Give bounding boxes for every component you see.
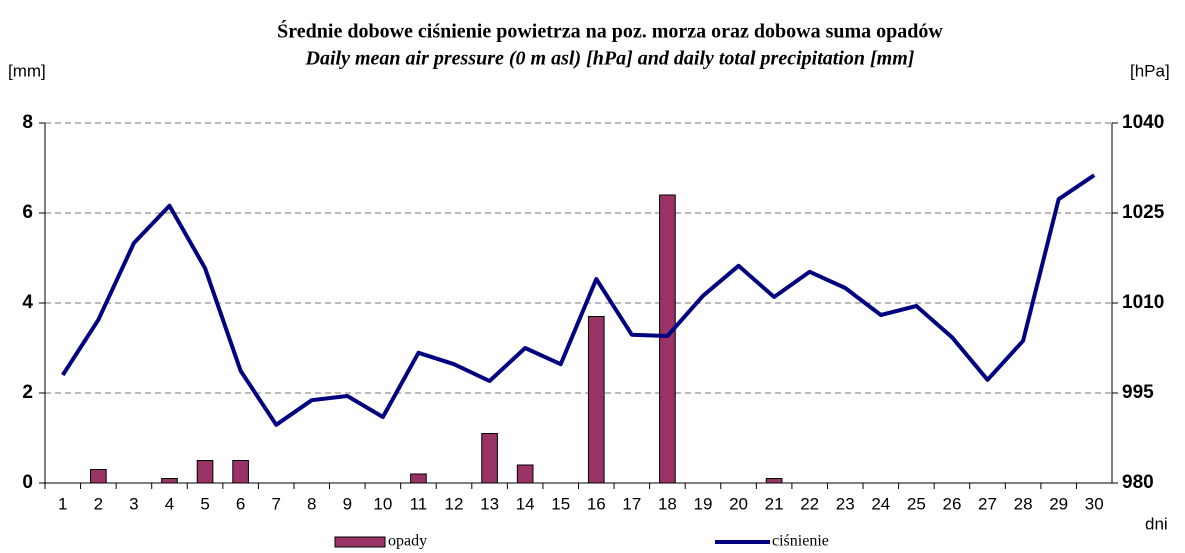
- y-tick-label: 8: [22, 112, 33, 133]
- y-tick-label: 2: [22, 382, 33, 403]
- bar: [196, 460, 214, 484]
- x-tick-label: 6: [236, 494, 245, 513]
- x-axis-label: dni: [1145, 514, 1168, 533]
- x-tick-label: 2: [94, 494, 103, 513]
- x-tick-label: 23: [836, 494, 855, 513]
- y-axis-label: [mm]: [8, 61, 46, 80]
- x-tick-label: 5: [200, 494, 209, 513]
- bar: [410, 473, 427, 484]
- x-tick-label: 21: [765, 494, 784, 513]
- bar: [516, 464, 534, 484]
- x-tick-label: 14: [516, 494, 535, 513]
- y2-tick-label: 980: [1122, 472, 1154, 493]
- x-tick-label: 25: [907, 494, 926, 513]
- x-tick-label: 29: [1049, 494, 1068, 513]
- x-tick-label: 9: [343, 494, 352, 513]
- x-tick-label: 28: [1014, 494, 1033, 513]
- x-tick-label: 1: [58, 494, 67, 513]
- x-tick-label: 18: [658, 494, 677, 513]
- x-tick-label: 24: [871, 494, 890, 513]
- bar: [161, 478, 178, 484]
- x-tick-label: 19: [694, 494, 713, 513]
- y-tick-label: 6: [22, 202, 33, 223]
- x-tick-label: 15: [551, 494, 570, 513]
- y-tick-label: 4: [22, 292, 33, 313]
- x-tick-label: 10: [373, 494, 392, 513]
- y2-tick-label: 1040: [1122, 112, 1164, 133]
- y2-axis-label: [hPa]: [1130, 61, 1170, 80]
- x-tick-label: 17: [622, 494, 641, 513]
- x-tick-label: 22: [800, 494, 819, 513]
- x-tick-label: 3: [129, 494, 138, 513]
- bar: [659, 194, 676, 484]
- x-tick-label: 26: [942, 494, 961, 513]
- x-tick-label: 4: [165, 494, 174, 513]
- bar: [587, 316, 605, 484]
- x-tick-label: 7: [271, 494, 280, 513]
- chart-title: Średnie dobowe ciśnienie powietrza na po…: [277, 19, 943, 43]
- bar: [481, 433, 498, 484]
- chart-subtitle: Daily mean air pressure (0 m asl) [hPa] …: [305, 48, 915, 70]
- x-tick-label: 11: [410, 494, 428, 513]
- x-tick-label: 27: [978, 494, 997, 513]
- line: [61, 173, 1096, 427]
- x-tick-label: 12: [445, 494, 464, 513]
- x-tick-label: 20: [729, 494, 748, 513]
- bar: [90, 469, 107, 484]
- legend-label: opady: [388, 533, 427, 550]
- legend-swatch: [334, 536, 386, 548]
- x-tick-label: 16: [587, 494, 606, 513]
- bar: [765, 478, 783, 484]
- x-tick-label: 30: [1085, 494, 1104, 513]
- bar: [232, 460, 249, 484]
- y2-tick-label: 1025: [1122, 202, 1165, 223]
- y2-tick-label: 995: [1122, 382, 1154, 403]
- x-tick-label: 8: [307, 494, 316, 513]
- legend-label: ciśnienie: [772, 533, 829, 550]
- y2-tick-label: 1010: [1122, 292, 1164, 313]
- y-tick-label: 0: [22, 472, 33, 493]
- x-tick-label: 13: [480, 494, 499, 513]
